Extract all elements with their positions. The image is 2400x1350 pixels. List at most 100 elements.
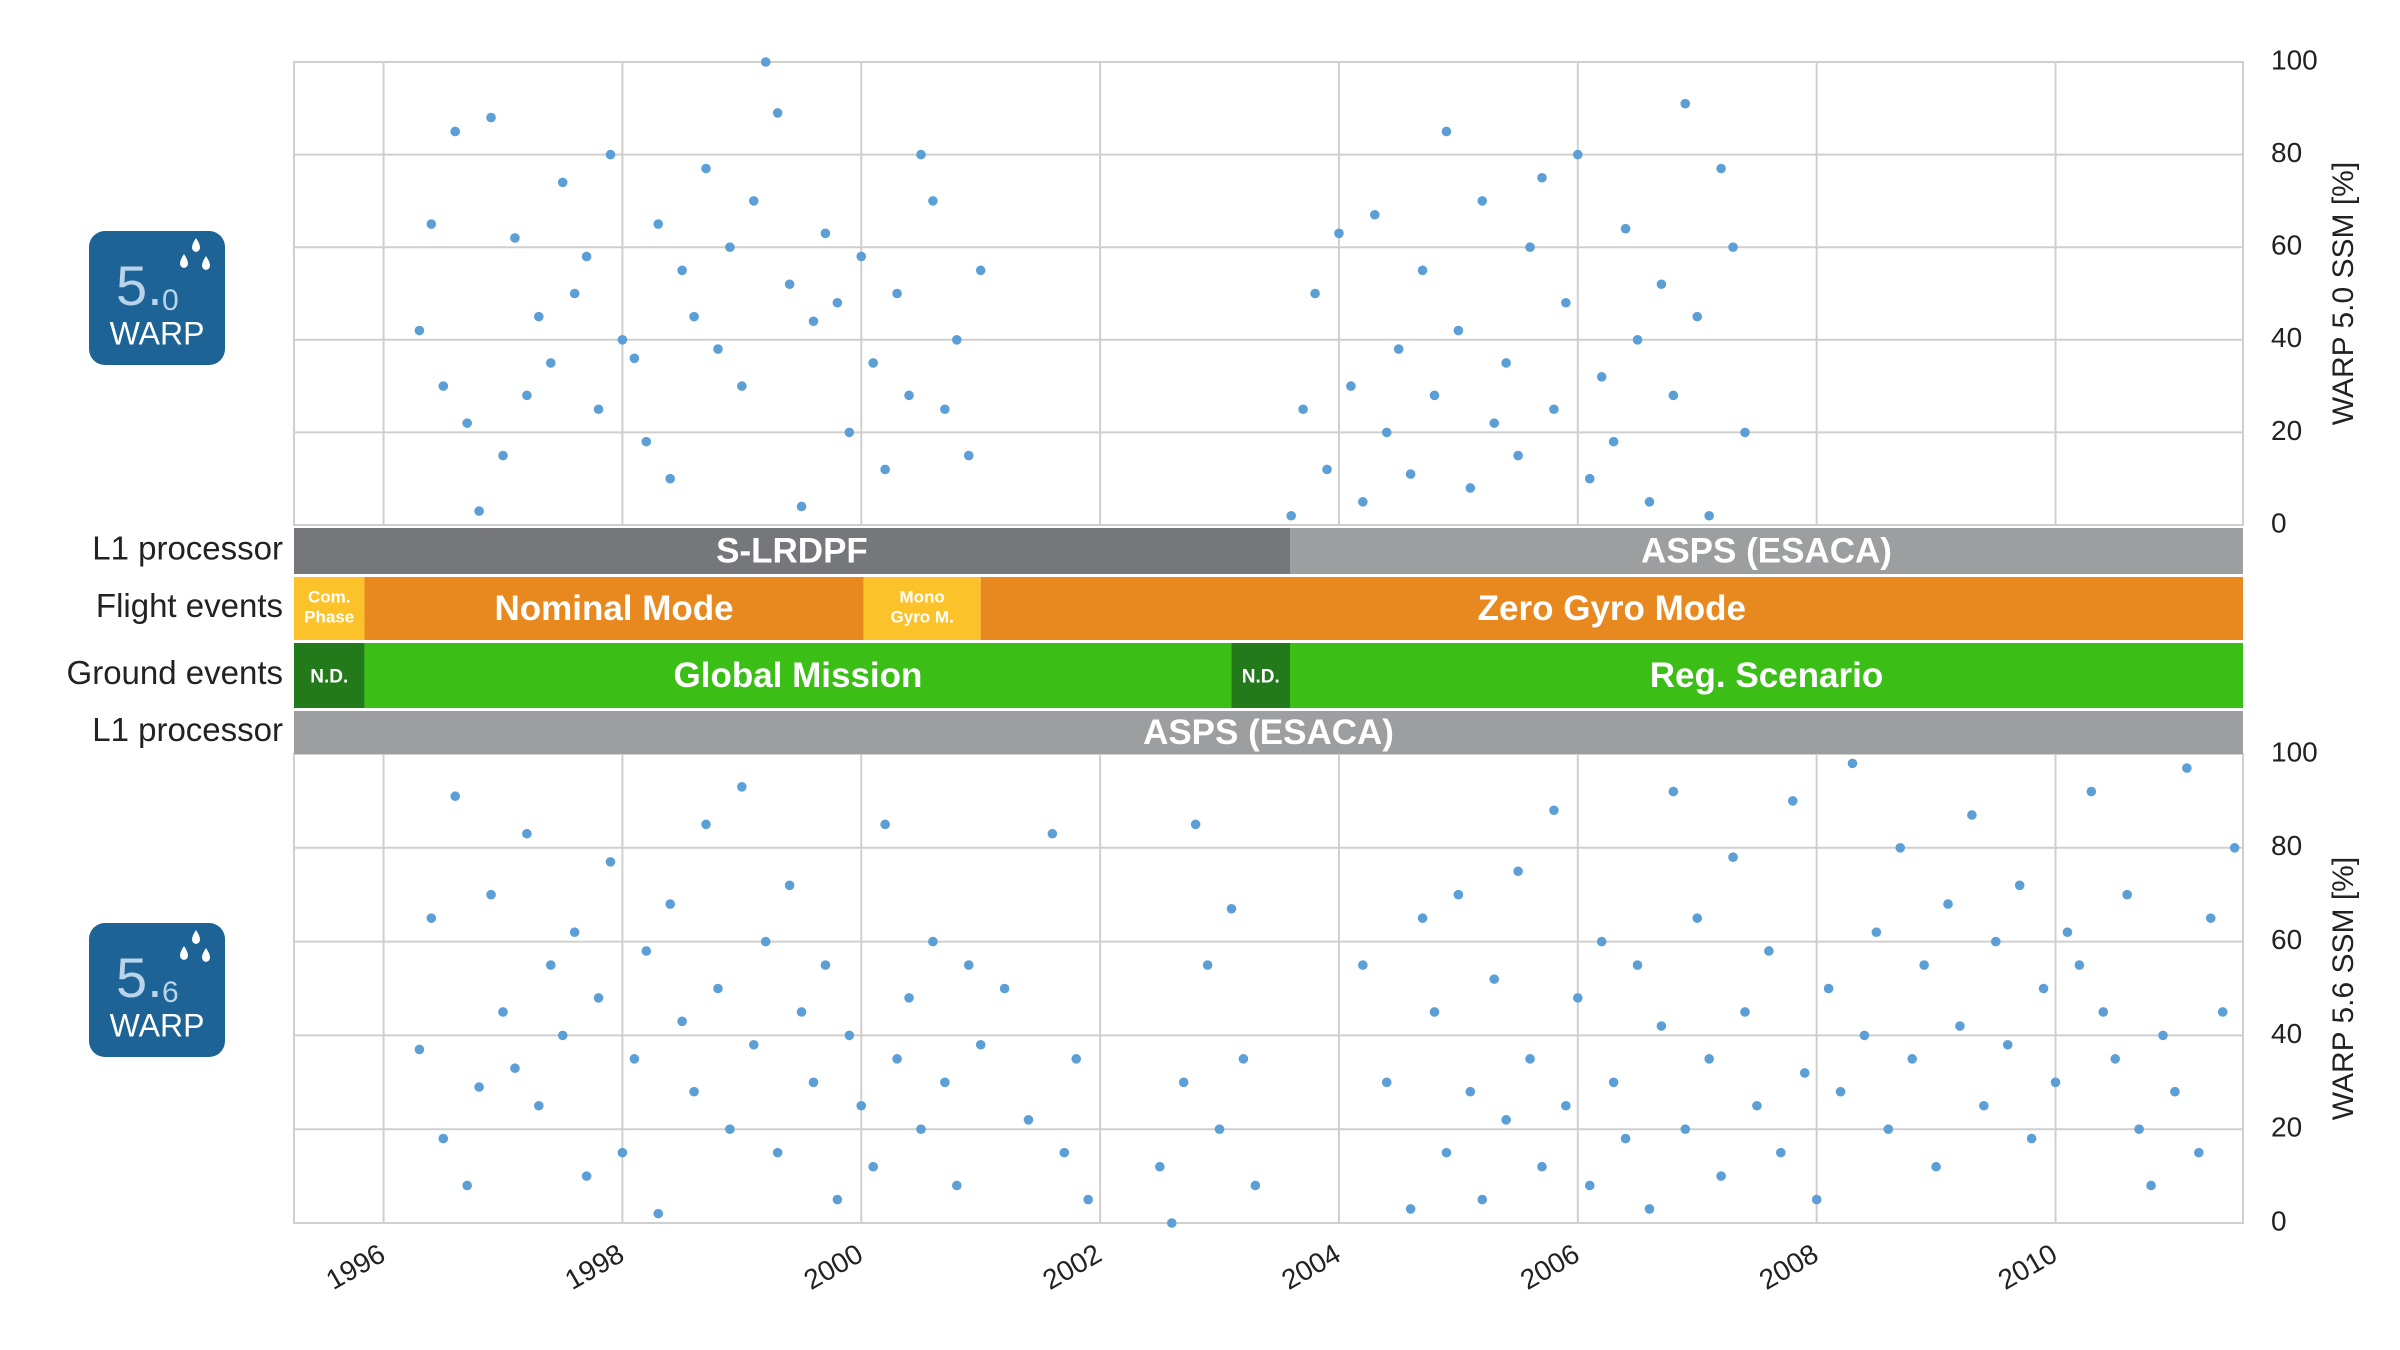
data-point [1680,1124,1691,1134]
data-point [1513,450,1523,461]
logo-name: WARP [110,1007,205,1043]
data-point [796,501,807,512]
data-point [1584,473,1595,484]
logo-drops [180,238,210,270]
data-point [1238,1054,1249,1064]
data-point [1453,325,1464,336]
logo-version: 5. [116,254,163,317]
timeline-segment [294,711,2243,754]
data-point [1083,1194,1093,1205]
data-point [1334,228,1344,239]
data-point [629,1054,640,1064]
x-tick-label: 1998 [560,1238,629,1296]
data-point [1752,1100,1762,1111]
data-point [1489,418,1500,428]
logo: 5. 6 WARP [89,923,225,1057]
data-point [904,390,914,401]
x-tick-label: 2008 [1754,1238,1823,1296]
y-tick-label: 80 [2271,137,2302,168]
data-point [1023,1115,1034,1125]
data-point [1561,1100,1571,1111]
x-tick-label: 2002 [1037,1238,1106,1296]
y-tick-label: 0 [2271,507,2287,538]
data-point [772,108,783,118]
data-point [952,335,962,345]
data-point [1728,242,1738,252]
data-point [856,1100,867,1111]
data-point [629,353,640,364]
data-point [677,1016,687,1027]
data-point [1596,372,1607,382]
segment-label: Mono Gyro M. [891,588,954,627]
data-point [1501,358,1511,368]
timeline-segment [1231,643,1290,708]
data-point [1907,1054,1917,1064]
data-point [438,381,449,391]
data-point [1477,1194,1488,1205]
data-point [1931,1161,1941,1172]
data-point [2074,960,2085,970]
data-point [1776,1147,1786,1158]
data-point [1573,149,1583,160]
logo-version-minor: 6 [162,976,179,1009]
row-label: Flight events [96,587,283,624]
data-point [510,233,520,243]
data-point [1501,1115,1511,1125]
y-tick-label: 80 [2271,830,2302,861]
data-point [701,819,711,830]
data-point [856,251,867,262]
data-point [880,464,890,475]
row-label: L1 processor [92,711,283,748]
data-point [498,1007,508,1017]
data-point [1369,209,1380,220]
data-point [1059,1147,1070,1158]
x-tick-label: 1996 [321,1238,390,1296]
data-point [1346,381,1356,391]
data-point [426,913,437,923]
data-point [1202,960,1213,970]
data-point [569,288,580,299]
data-point [1429,1007,1440,1017]
data-point [1513,866,1523,877]
segment-label-line: Com. [308,588,351,607]
segment-label: Reg. Scenario [1650,656,1883,695]
timeline-segment [364,577,864,640]
x-tick-label: 2000 [799,1238,868,1296]
data-point [2062,927,2073,938]
data-point [1549,805,1559,816]
x-tick-label: 2006 [1515,1238,1584,1296]
data-point [665,473,675,484]
data-point [975,1039,986,1050]
row-label: Ground events [67,654,283,691]
data-point [1823,983,1834,994]
data-point [1441,126,1452,137]
data-point [844,1030,855,1041]
data-point [1656,1021,1667,1031]
data-point [916,1124,926,1134]
timeline-segment [1289,643,2243,708]
data-point [868,1161,879,1172]
data-point [701,163,711,174]
data-point [1740,427,1750,438]
data-point [1214,1124,1225,1134]
segment-label-line: Phase [304,608,354,627]
data-point [1525,242,1535,252]
data-point [725,1124,735,1134]
data-point [1381,427,1392,438]
data-point [1620,1133,1631,1144]
data-point [593,993,604,1003]
data-point [784,880,795,891]
data-point [1441,1147,1452,1158]
data-point [2086,786,2097,797]
timeline-segment [364,643,1232,708]
y-tick-label: 40 [2271,1018,2302,1049]
data-point [1190,819,1201,830]
data-point [1178,1077,1189,1088]
timeline-segment [294,643,365,708]
y-tick-label: 100 [2271,44,2318,75]
data-point [832,1194,843,1205]
data-point [725,242,735,252]
data-point [1716,163,1726,174]
data-point [557,177,568,188]
